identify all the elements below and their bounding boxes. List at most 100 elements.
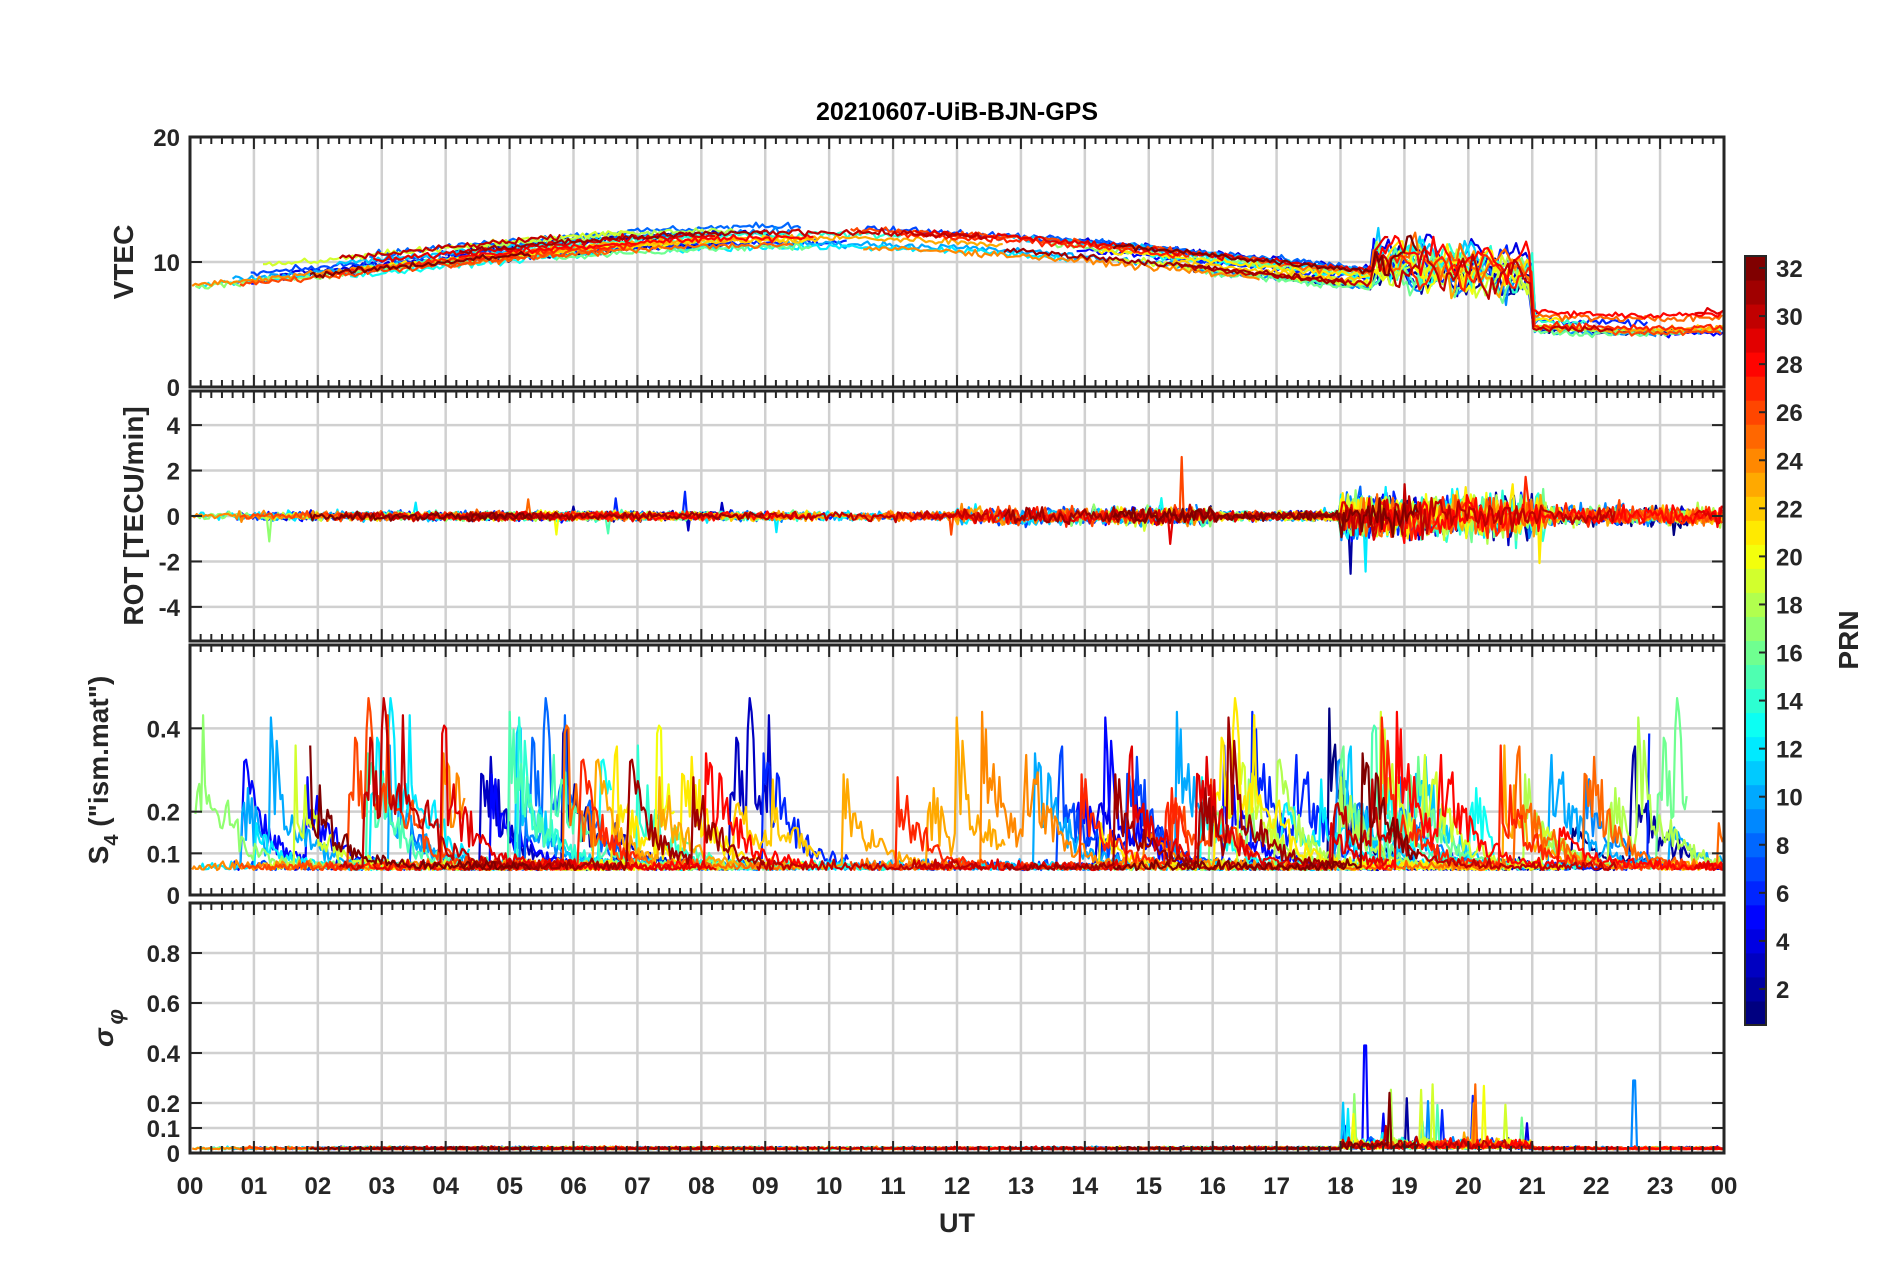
prn-series-line	[1694, 1145, 1724, 1151]
y-tick-label: 0	[167, 375, 180, 402]
y-tick-label: 0.1	[147, 1116, 180, 1143]
colorbar-tick-label: 28	[1776, 352, 1803, 379]
y-tick-label: 0.8	[147, 941, 180, 968]
prn-series-line	[1112, 234, 1418, 277]
colorbar-tick-label: 6	[1776, 881, 1789, 908]
sigma-phi-grid	[190, 903, 1724, 1153]
prn-series-line	[1365, 494, 1723, 544]
sigma-phi-ylabel: σφ	[88, 1009, 128, 1047]
y-tick-label: 0	[167, 1141, 180, 1168]
figure-title: 20210607-UiB-BJN-GPS	[816, 98, 1098, 126]
y-tick-label: 10	[153, 250, 180, 277]
y-tick-label: 0	[167, 504, 180, 531]
colorbar-strip	[1745, 1000, 1766, 1026]
colorbar-tick-label: 30	[1776, 304, 1803, 331]
prn-series-line	[309, 745, 532, 871]
colorbar-strip	[1745, 976, 1766, 1002]
prn-series-line	[1377, 253, 1724, 332]
sigma-phi-panel: 00.10.2 0.4 0.6 0.8 σφ	[88, 901, 1726, 1168]
prn-series-line	[756, 227, 988, 240]
prn-series-line	[1003, 716, 1347, 872]
x-tick-label: 01	[241, 1173, 268, 1200]
x-tick-label: 18	[1327, 1173, 1354, 1200]
x-tick-label: 05	[496, 1173, 523, 1200]
x-tick-label: 19	[1391, 1173, 1418, 1200]
x-tick-label: 09	[752, 1173, 779, 1200]
x-tick-label: 12	[944, 1173, 971, 1200]
colorbar-tick-label: 4	[1776, 929, 1790, 956]
colorbar-tick-label: 26	[1776, 400, 1803, 427]
y-tick-label: 0.4	[147, 716, 181, 743]
prn-series-line	[1365, 234, 1722, 320]
colorbar-strip	[1745, 472, 1766, 497]
y-tick-label: 0.2	[147, 1091, 180, 1118]
prn-series-line	[309, 250, 532, 279]
colorbar-strip	[1745, 376, 1766, 401]
prn-series-line	[309, 510, 533, 523]
colorbar-strip	[1745, 352, 1766, 377]
prn-series-line	[1693, 505, 1724, 525]
colorbar-strip	[1745, 616, 1766, 641]
colorbar-tick-label: 18	[1776, 592, 1803, 619]
prn-series-line	[459, 230, 764, 255]
prn-series-line	[1098, 240, 1567, 323]
x-tick-label: 17	[1263, 1173, 1290, 1200]
colorbar-label: PRN	[1833, 610, 1864, 669]
x-axis-label: UT	[939, 1208, 975, 1238]
x-tick-label: 07	[624, 1173, 651, 1200]
prn-series-line	[446, 241, 794, 268]
colorbar-strip	[1745, 424, 1766, 449]
prn-series-line	[372, 231, 716, 263]
x-tick-label: 03	[368, 1173, 395, 1200]
x-tick-label: 06	[560, 1173, 587, 1200]
prn-series-line	[1112, 497, 1419, 539]
prn-series-line	[1377, 716, 1724, 871]
colorbar-strip	[1745, 784, 1766, 810]
prn-series-line	[458, 233, 814, 259]
prn-series-line	[756, 508, 988, 524]
prn-series-line	[338, 697, 563, 871]
colorbar-strip	[1745, 880, 1766, 906]
colorbar-strip	[1745, 808, 1766, 834]
vtec-panel: 0 10 20 VTEC	[108, 125, 1726, 402]
sigma-phi-ticks: 00.10.2 0.4 0.6 0.8	[147, 903, 1725, 1168]
x-tick-label: 20	[1455, 1173, 1482, 1200]
y-tick-label: -4	[159, 595, 181, 622]
colorbar-strip	[1745, 592, 1766, 617]
x-tick-label: 08	[688, 1173, 715, 1200]
x-tick-label: 15	[1135, 1173, 1162, 1200]
prn-series-line	[309, 1145, 532, 1151]
s4-series-group	[191, 697, 1724, 872]
prn-series-line	[459, 758, 766, 871]
prn-series-line	[1693, 860, 1724, 872]
colorbar-strip	[1745, 448, 1766, 473]
prn-series-line	[1112, 752, 1420, 872]
y-tick-label: 0	[167, 883, 180, 910]
y-tick-label: 0.1	[147, 841, 180, 868]
colorbar-strip	[1745, 664, 1766, 690]
prn-series-line	[338, 233, 562, 260]
colorbar-strip	[1745, 688, 1766, 714]
vtec-ticks: 0 10 20	[153, 125, 1725, 402]
y-tick-label: -2	[159, 549, 180, 576]
colorbar-strip	[1745, 904, 1766, 930]
colorbar-tick-label: 14	[1776, 689, 1803, 716]
prn-series-line	[1694, 307, 1724, 315]
vtec-ylabel: VTEC	[108, 225, 139, 300]
colorbar-tick-label: 24	[1776, 448, 1803, 475]
prn-series-line	[862, 502, 1262, 528]
s4-ticks: 0 0.1 0.2 0.4	[147, 645, 1725, 910]
y-tick-label: 2	[167, 459, 180, 486]
prn-series-line	[1611, 329, 1722, 337]
prn-series-line	[1003, 247, 1347, 287]
colorbar-strips	[1745, 256, 1766, 1026]
colorbar-strip	[1745, 568, 1766, 593]
prn-series-line	[368, 697, 802, 871]
x-tick-labels: 00 01 02 03 04 05 06 07 08 09 10 11 12 13 14 15 16 17 18 19…	[177, 1173, 1738, 1200]
colorbar-strip	[1745, 544, 1766, 569]
colorbar-strip	[1745, 928, 1766, 954]
colorbar-frame	[1744, 255, 1767, 1026]
y-tick-label: 0.4	[147, 1041, 181, 1068]
colorbar-strip	[1745, 736, 1766, 762]
